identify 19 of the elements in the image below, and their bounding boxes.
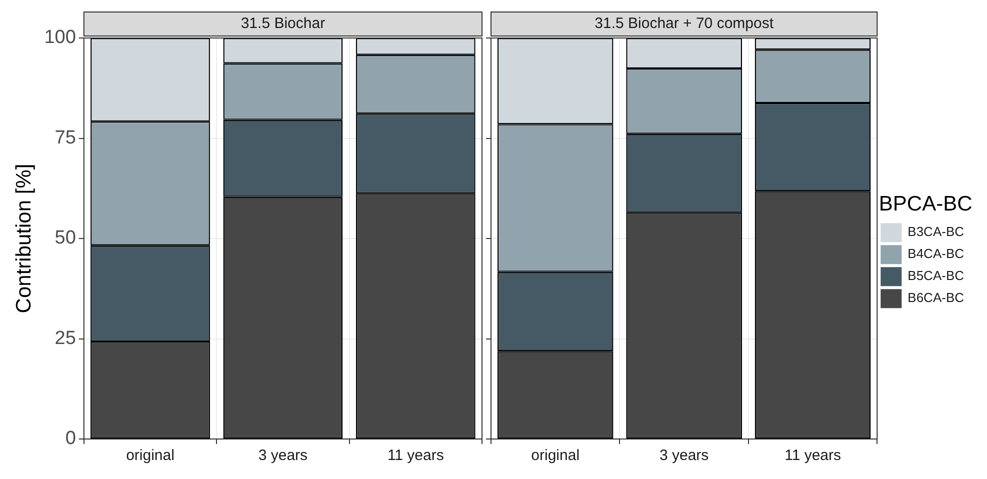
y-tick-label: 100 <box>44 27 76 48</box>
y-tick-label: 25 <box>54 328 76 349</box>
chart-title: 31.5 Biochar <box>240 15 326 32</box>
legend-label: B3CA-BC <box>908 224 964 240</box>
legend-label: B5CA-BC <box>908 268 964 284</box>
y-axis-title: Contribution [%] <box>12 164 36 314</box>
x-tick-label: original <box>531 447 580 464</box>
x-tick-label: original <box>126 447 174 464</box>
x-tick-label: 11 years <box>784 447 842 464</box>
y-tick-label: 0 <box>65 428 76 450</box>
x-tick-label: 3 years <box>258 447 308 464</box>
x-tick-label: 11 years <box>387 447 444 464</box>
y-tick-label: 75 <box>54 127 76 148</box>
y-tick-label: 50 <box>54 228 76 249</box>
chart-title: 31.5 Biochar + 70 compost <box>594 15 774 32</box>
x-tick-label: 3 years <box>659 447 709 464</box>
legend-label: B4CA-BC <box>908 246 964 262</box>
legend-label: B6CA-BC <box>908 290 964 306</box>
legend-title: BPCA-BC <box>878 192 972 216</box>
